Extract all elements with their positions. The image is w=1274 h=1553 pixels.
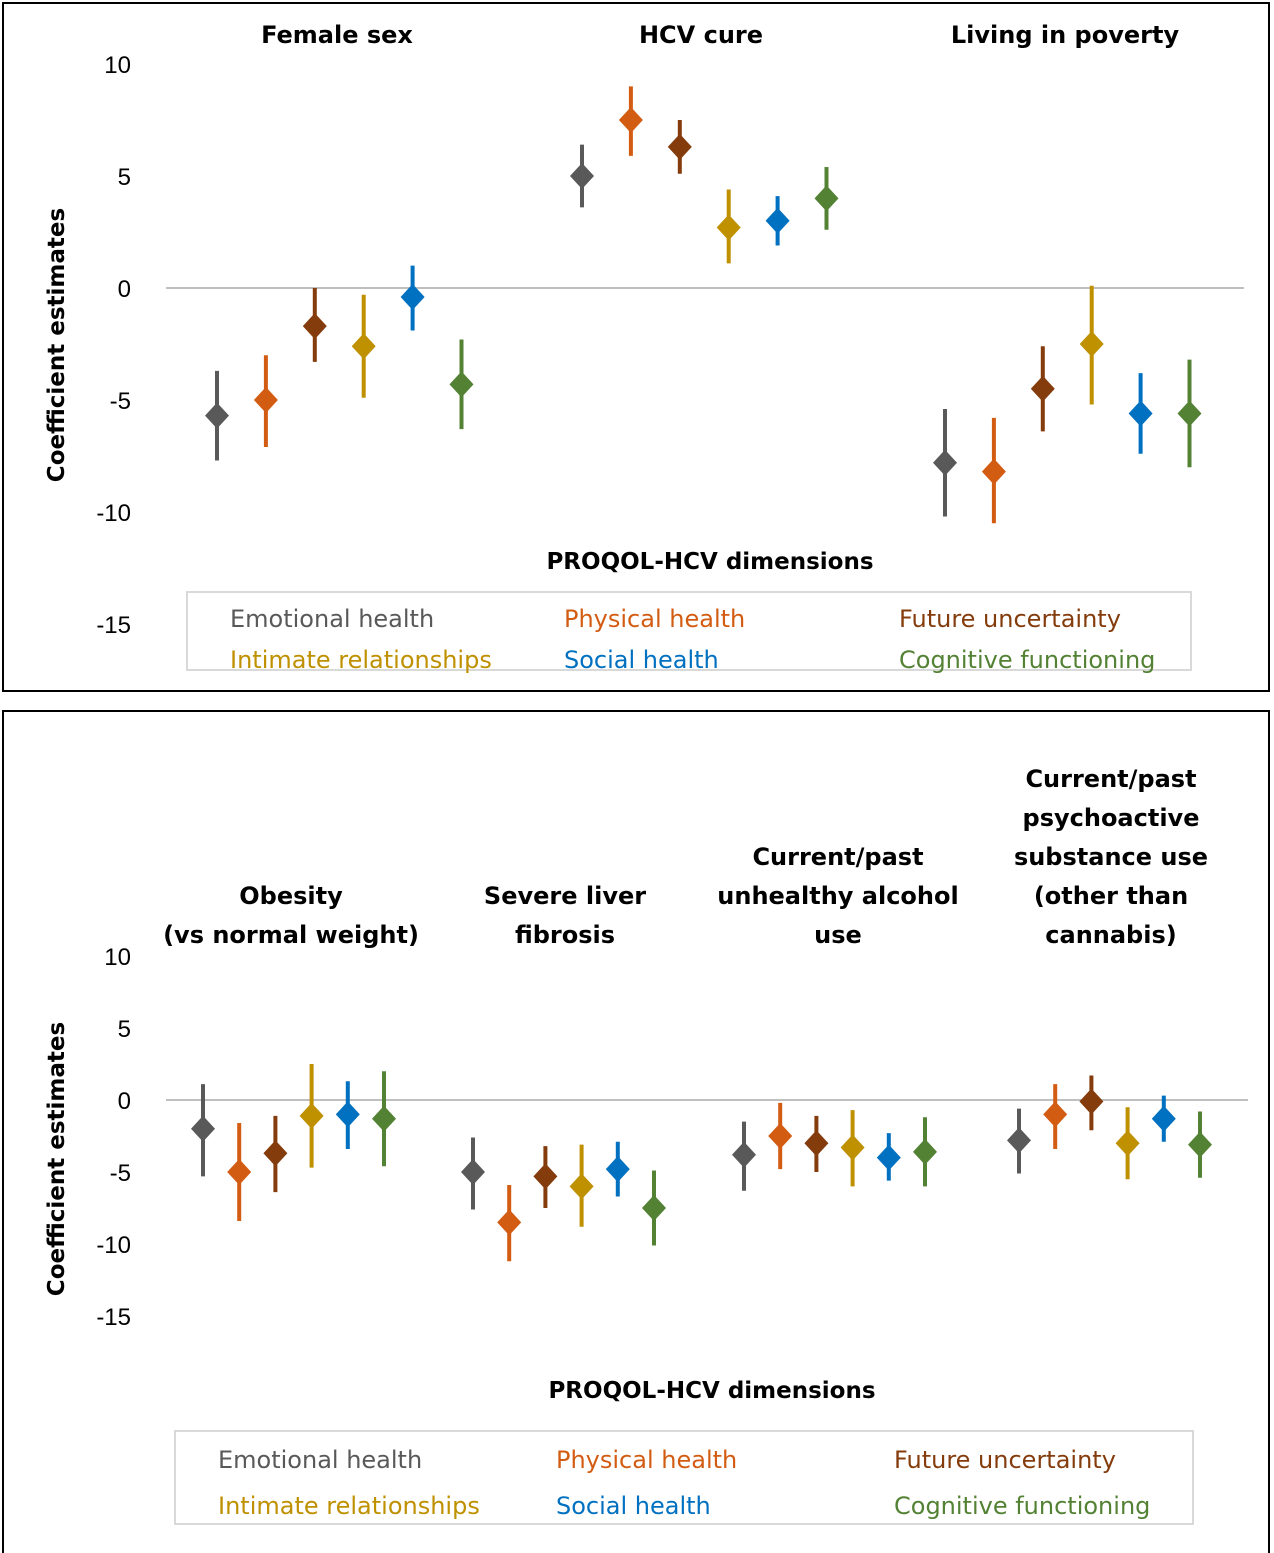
y-axis-label: Coefficient estimates [44,1022,70,1296]
legend-item-cognitive-functioning: Cognitive functioning [899,646,1155,674]
chart-panel-top: 10 5 0 -5 -10 -15 Coefficient estimates PROQOL-… [2,2,1270,692]
y-tick-label: -5 [110,1160,131,1187]
chart-top: 10 5 0 -5 -10 -15 Coefficient estimates PROQOL-… [44,21,1244,674]
legend-item-social-health: Social health [556,1492,711,1520]
point-marker-emotional-health [933,449,957,476]
group-title-hcv-cure: HCV cure [639,21,763,49]
legend-box [174,1430,1194,1525]
legend-item-future-uncertainty: Future uncertainty [899,605,1121,633]
point-marker-physical-health [981,458,1006,485]
y-tick-label: 10 [104,52,131,79]
point-marker-future-uncertainty [804,1130,829,1157]
group-title-current-past: Current/past [1025,765,1196,793]
point-marker-physical-health [497,1209,522,1236]
legend-item-intimate-relationships: Intimate relationships [230,646,492,674]
point-marker-future-uncertainty [1079,1088,1104,1115]
y-tick-label: -15 [96,1304,131,1331]
point-marker-future-uncertainty [263,1140,288,1167]
point-marker-intimate-relationships [716,214,741,241]
point-marker-emotional-health [461,1159,485,1185]
group-title-current-past: substance use [1014,843,1208,871]
group-title-living-in-poverty: Living in poverty [951,21,1180,49]
group-title-female-sex: Female sex [261,21,413,49]
x-axis-label: PROQOL-HCV dimensions [548,1378,875,1404]
point-marker-future-uncertainty [667,133,692,160]
group-title-obesity: Obesity [239,882,343,910]
legend-item-physical-health: Physical health [556,1446,737,1474]
y-tick-label: 10 [104,944,131,971]
y-tick-label: 0 [118,1088,131,1115]
group-title-obesity: (vs normal weight) [163,921,419,949]
point-marker-physical-health [618,107,643,133]
point-marker-intimate-relationships [351,333,376,360]
point-marker-emotional-health [1007,1127,1031,1154]
point-marker-physical-health [227,1159,252,1185]
point-marker-future-uncertainty [533,1163,558,1190]
group-title-current-past: (other than [1034,882,1188,910]
group-title-severe-liver: Severe liver [484,882,646,910]
legend-item-intimate-relationships: Intimate relationships [218,1492,480,1520]
y-tick-label: -5 [110,388,131,415]
legend-item-future-uncertainty: Future uncertainty [894,1446,1116,1474]
group-title-current-past: cannabis) [1045,921,1176,949]
point-marker-physical-health [768,1123,793,1149]
point-marker-cognitive-functioning [1177,400,1202,427]
point-marker-social-health [605,1156,630,1183]
y-tick-label: -15 [96,612,131,639]
point-marker-intimate-relationships [299,1102,324,1129]
group-title-current-past: use [814,921,862,949]
legend-item-social-health: Social health [564,646,719,674]
point-marker-physical-health [1043,1101,1068,1128]
point-marker-emotional-health [205,402,229,429]
point-marker-cognitive-functioning [642,1195,666,1221]
y-tick-label: 0 [118,276,131,303]
point-marker-social-health [400,283,425,310]
point-marker-intimate-relationships [1079,331,1104,357]
x-axis-label: PROQOL-HCV dimensions [546,549,873,575]
point-marker-social-health [1128,400,1153,427]
point-marker-intimate-relationships [569,1173,594,1200]
point-marker-future-uncertainty [1030,375,1055,402]
point-marker-social-health [1151,1105,1176,1132]
point-marker-cognitive-functioning [372,1105,396,1132]
point-marker-intimate-relationships [1115,1130,1140,1157]
y-tick-label: 5 [118,1016,131,1043]
point-marker-social-health [876,1144,901,1171]
point-marker-emotional-health [732,1141,756,1168]
point-marker-social-health [335,1101,360,1128]
y-tick-label: -10 [96,1232,131,1259]
point-marker-physical-health [253,387,278,413]
y-tick-label: 5 [118,164,131,191]
legend-box [186,591,1192,671]
point-marker-emotional-health [191,1115,215,1142]
group-title-current-past: unhealthy alcohol [717,882,958,910]
point-marker-cognitive-functioning [814,185,839,212]
point-marker-intimate-relationships [840,1134,865,1161]
point-marker-cognitive-functioning [1188,1131,1212,1158]
legend-item-emotional-health: Emotional health [218,1446,422,1474]
legend-item-emotional-health: Emotional health [230,605,434,633]
y-axis-label: Coefficient estimates [44,208,70,482]
group-title-current-past: psychoactive [1023,804,1200,832]
point-marker-future-uncertainty [302,313,327,340]
point-marker-cognitive-functioning [913,1138,937,1165]
legend-item-physical-health: Physical health [564,605,745,633]
point-marker-social-health [765,207,790,234]
group-title-severe-liver: fibrosis [515,921,615,949]
chart-bottom: 10 5 0 -5 -10 -15 Coefficient estimates PROQOL-… [44,765,1248,1525]
chart-panel-bottom: 10 5 0 -5 -10 -15 Coefficient estimates PROQOL-… [2,710,1270,1553]
point-marker-emotional-health [570,163,594,189]
legend-item-cognitive-functioning: Cognitive functioning [894,1492,1150,1520]
point-marker-cognitive-functioning [449,371,474,398]
y-tick-label: -10 [96,500,131,527]
group-title-current-past: Current/past [752,843,923,871]
